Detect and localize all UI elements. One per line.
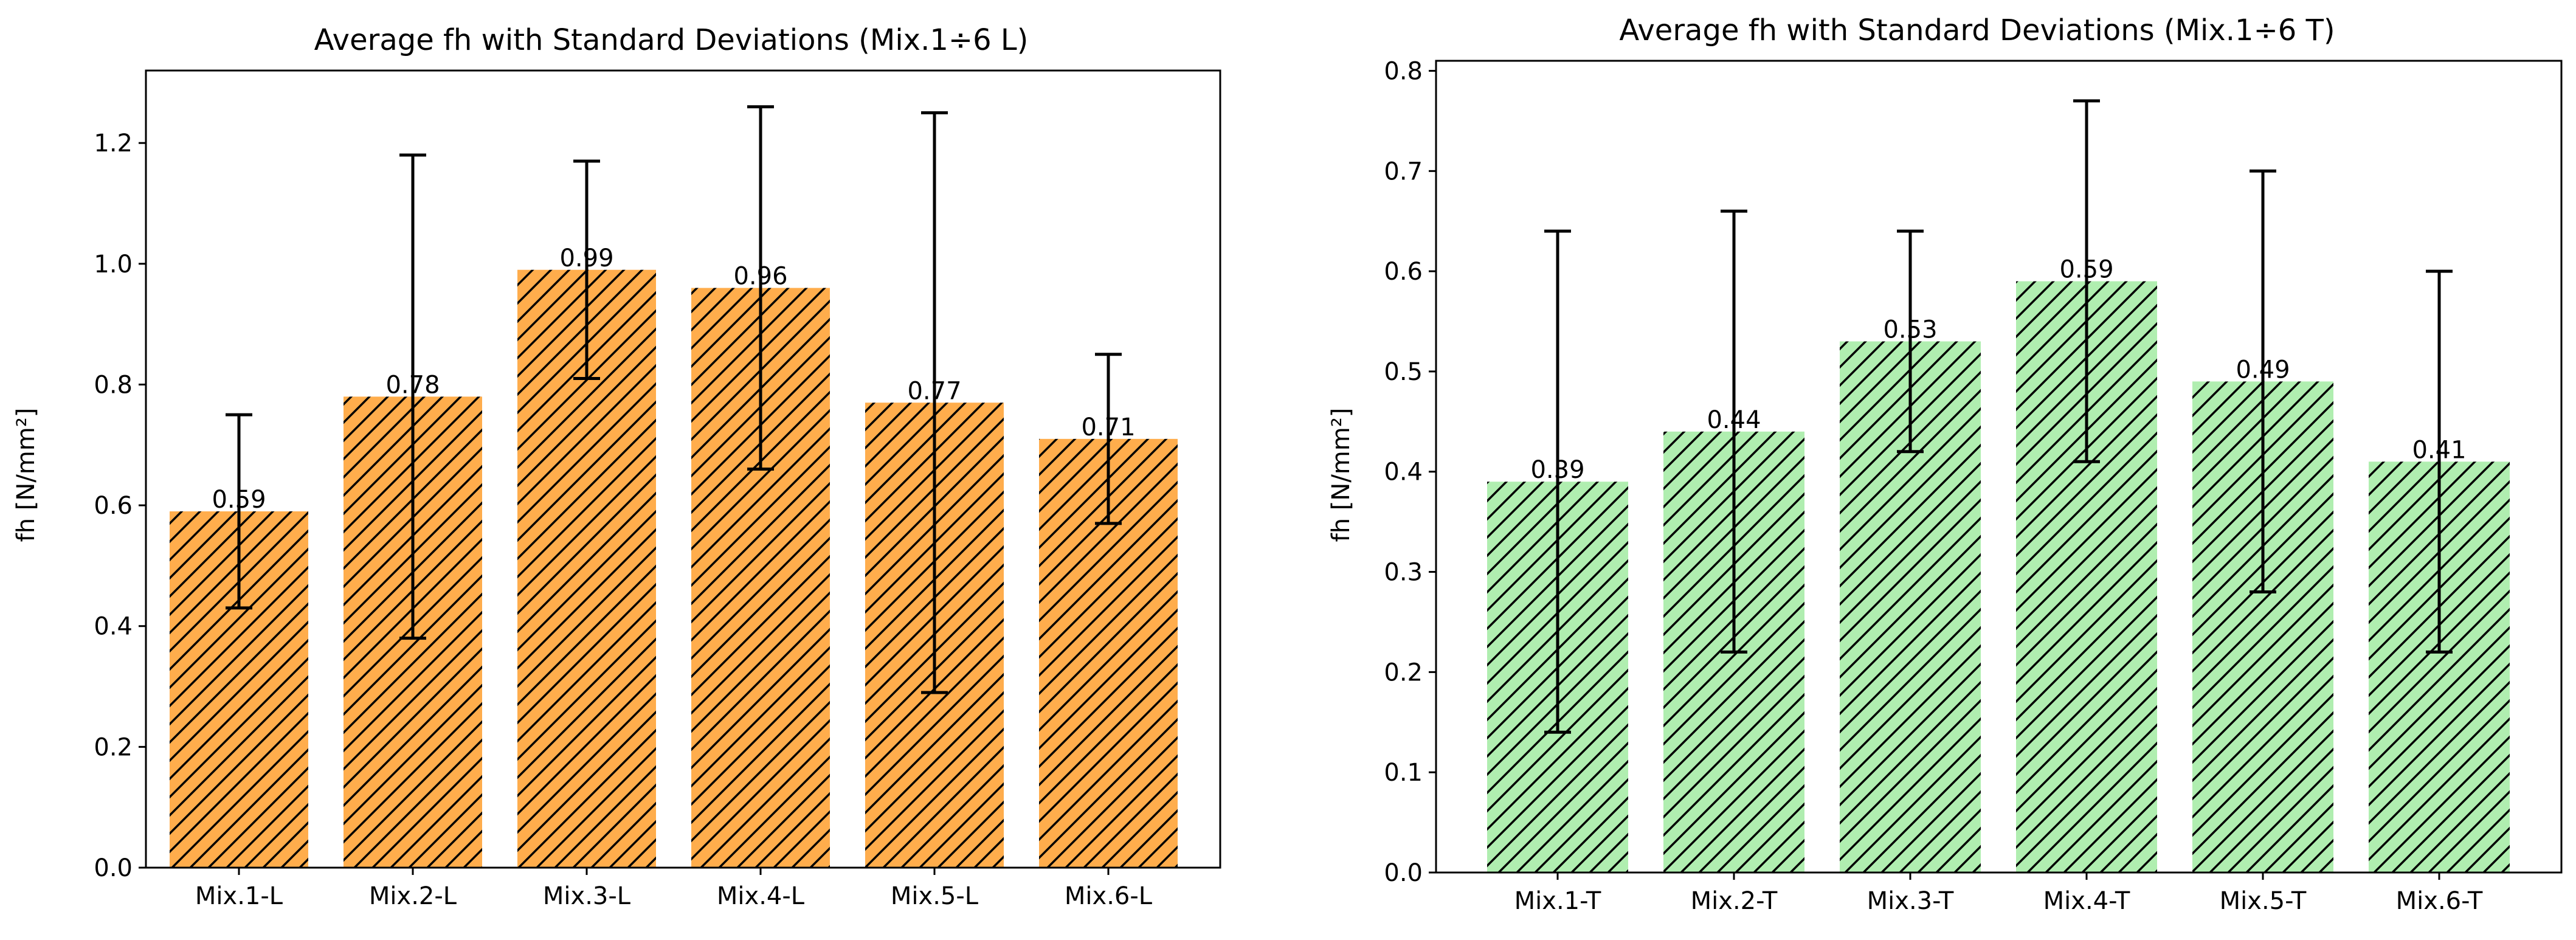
bars xyxy=(170,269,1178,868)
x-tick-label: Mix.4-T xyxy=(2043,887,2130,915)
x-tick-label: Mix.4-L xyxy=(717,882,805,910)
y-tick-label: 0.3 xyxy=(1384,559,1423,587)
data-label: 0.59 xyxy=(212,486,266,514)
y-tick-label: 0.0 xyxy=(94,854,133,882)
y-tick-label: 0.6 xyxy=(94,492,133,520)
plot-frame xyxy=(1435,60,2563,874)
value-labels: 0.59 0.78 0.99 0.96 0.77 0.71 xyxy=(212,244,1135,514)
y-ticks: 0.0 0.1 0.2 0.3 0.4 0.5 0.6 0.7 0.8 xyxy=(1384,57,1436,887)
y-tick-label: 0.2 xyxy=(1384,658,1423,686)
y-tick-label: 1.0 xyxy=(94,251,133,278)
error-bars xyxy=(226,105,1122,694)
chart-right: Average fh with Standard Deviations (Mix… xyxy=(1327,13,2563,915)
data-label: 0.49 xyxy=(2236,356,2290,384)
x-tick-label: Mix.1-T xyxy=(1514,887,1601,915)
x-tick-label: Mix.3-T xyxy=(1867,887,1954,915)
chart-title: Average fh with Standard Deviations (Mix… xyxy=(314,23,1029,57)
plot-frame xyxy=(145,69,1221,869)
y-tick-label: 0.0 xyxy=(1384,859,1423,887)
y-tick-label: 0.1 xyxy=(1384,759,1423,787)
x-tick-label: Mix.6-T xyxy=(2396,887,2483,915)
error-bars xyxy=(1544,99,2453,734)
x-tick-label: Mix.5-L xyxy=(891,882,979,910)
chart-title: Average fh with Standard Deviations (Mix… xyxy=(1619,13,2335,47)
y-tick-label: 1.2 xyxy=(94,130,133,157)
x-ticks: Mix.1-T Mix.2-T Mix.3-T Mix.4-T Mix.5-T Mix.6… xyxy=(1514,873,2483,915)
x-ticks: Mix.1-L Mix.2-L Mix.3-L Mix.4-L Mix.5-L Mix.6… xyxy=(195,868,1153,910)
x-tick-label: Mix.5-T xyxy=(2220,887,2307,915)
chart-left: Average fh with Standard Deviations (Mix… xyxy=(12,23,1221,910)
data-label: 0.44 xyxy=(1707,406,1761,434)
y-tick-label: 0.4 xyxy=(1384,458,1423,486)
data-label: 0.77 xyxy=(907,377,961,405)
data-label: 0.78 xyxy=(385,371,440,399)
data-label: 0.99 xyxy=(559,244,613,272)
x-tick-label: Mix.2-T xyxy=(1691,887,1778,915)
bars xyxy=(1487,281,2510,873)
y-tick-label: 0.6 xyxy=(1384,258,1423,286)
y-axis-label: fh [N/mm²] xyxy=(1327,408,1355,542)
y-tick-label: 0.8 xyxy=(94,371,133,399)
data-label: 0.39 xyxy=(1530,456,1584,484)
y-ticks: 0.0 0.2 0.4 0.6 0.8 1.0 1.2 xyxy=(94,130,146,882)
y-tick-label: 0.2 xyxy=(94,733,133,761)
data-label: 0.71 xyxy=(1081,413,1135,441)
data-label: 0.96 xyxy=(733,263,787,291)
y-tick-label: 0.5 xyxy=(1384,358,1423,386)
value-labels: 0.39 0.44 0.53 0.59 0.49 0.41 xyxy=(1530,256,2466,485)
x-tick-label: Mix.2-L xyxy=(369,882,457,910)
y-axis-label: fh [N/mm²] xyxy=(12,408,40,542)
data-label: 0.41 xyxy=(2412,436,2466,464)
y-tick-label: 0.8 xyxy=(1384,57,1423,85)
x-tick-label: Mix.1-L xyxy=(195,882,283,910)
x-tick-label: Mix.6-L xyxy=(1065,882,1153,910)
x-tick-label: Mix.3-L xyxy=(543,882,631,910)
data-label: 0.53 xyxy=(1883,316,1937,344)
y-tick-label: 0.4 xyxy=(94,613,133,641)
y-tick-label: 0.7 xyxy=(1384,157,1423,185)
data-label: 0.59 xyxy=(2059,256,2113,284)
